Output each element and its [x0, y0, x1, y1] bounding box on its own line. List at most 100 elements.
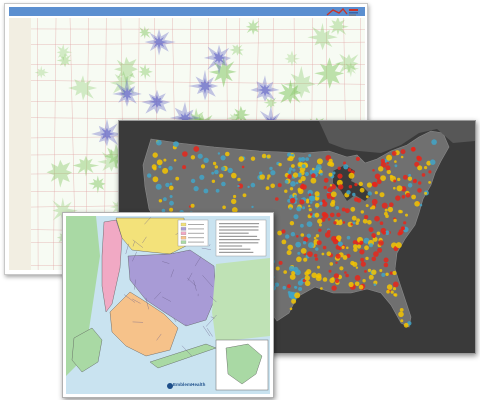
heat-point [338, 239, 341, 242]
heat-point [401, 195, 406, 199]
heat-zone [256, 84, 273, 97]
heat-point [335, 279, 340, 283]
heat-point [424, 166, 428, 170]
heat-zone [88, 175, 106, 194]
district-boundary [132, 251, 137, 262]
heat-point [291, 164, 295, 168]
district-boundary [142, 236, 147, 244]
heat-zone [68, 75, 98, 101]
heat-point [333, 273, 340, 279]
heat-point [237, 183, 244, 189]
heat-point [354, 183, 358, 187]
legend-swatch-label-mark [188, 232, 204, 234]
heat-point [417, 188, 422, 193]
heat-point [323, 185, 327, 190]
heat-zone [314, 57, 345, 89]
heat-point [335, 206, 340, 210]
heat-point [393, 186, 396, 190]
heat-point [354, 197, 359, 202]
heat-point [335, 253, 341, 259]
heat-point [222, 205, 226, 210]
heat-point [383, 262, 389, 268]
heat-zone [148, 95, 164, 108]
heat-point [282, 285, 287, 290]
nyc-inset-island [225, 343, 263, 385]
heat-point [156, 159, 163, 166]
heat-point [424, 191, 428, 195]
heat-point [339, 266, 344, 271]
heat-point [343, 164, 349, 170]
heat-point [295, 181, 299, 185]
heat-point [298, 159, 302, 163]
heat-point [426, 160, 432, 166]
legend-row-mark [219, 223, 260, 225]
heat-point [358, 181, 363, 187]
district-boundary [206, 328, 213, 337]
heat-point [364, 245, 369, 251]
legend-row-mark [219, 251, 254, 253]
heat-point [304, 271, 309, 276]
district-boundary [181, 345, 193, 357]
heat-point [233, 194, 237, 199]
heat-point [394, 164, 398, 168]
heat-point [428, 170, 432, 174]
heat-point [414, 161, 420, 167]
heat-point [346, 246, 349, 250]
heat-point [225, 151, 230, 157]
heat-point [301, 164, 306, 169]
heat-zone [307, 22, 338, 51]
heat-zone [114, 56, 138, 87]
heat-point [309, 213, 313, 216]
heat-point [247, 185, 250, 189]
heat-point [362, 279, 366, 283]
heat-point [337, 173, 343, 179]
heat-point [190, 203, 195, 208]
heat-point [354, 275, 361, 281]
heat-point [169, 200, 174, 206]
heat-point [294, 292, 301, 299]
heat-point [299, 184, 305, 190]
heat-point [351, 215, 357, 221]
heat-point [261, 153, 267, 159]
heat-point [376, 231, 381, 236]
heat-point [348, 185, 353, 189]
district-boundary [209, 296, 217, 303]
heat-point [331, 277, 335, 281]
heat-point [414, 201, 420, 207]
heat-point [291, 298, 297, 304]
nyc-manhattan [101, 219, 123, 313]
heat-point [308, 242, 314, 249]
heat-point [338, 247, 342, 251]
heat-point [281, 229, 286, 234]
heat-point [397, 177, 401, 182]
heat-point [379, 269, 383, 272]
district-boundary [132, 239, 144, 248]
heat-point [367, 268, 372, 273]
heat-point [400, 149, 406, 155]
heat-point [259, 171, 263, 175]
heat-point [355, 266, 359, 269]
us-heat-map-card [118, 120, 476, 354]
heat-point [389, 271, 394, 275]
heat-point [327, 217, 331, 221]
heat-point [304, 280, 311, 287]
heat-point [400, 319, 404, 323]
heat-point [237, 184, 240, 188]
heat-point [302, 278, 306, 283]
lake-shore-strip [9, 18, 31, 270]
heat-point [356, 218, 360, 223]
heat-point [418, 181, 422, 185]
heat-point [342, 255, 348, 260]
heat-point [395, 242, 402, 249]
heat-point [377, 247, 383, 253]
heat-point [378, 240, 384, 246]
district-boundary [162, 261, 170, 264]
heat-zone [229, 44, 244, 56]
heat-point [365, 204, 369, 208]
heat-point [358, 284, 364, 290]
district-boundary [202, 325, 211, 337]
heat-point [408, 173, 411, 177]
heat-point [278, 162, 282, 167]
heat-point [376, 179, 382, 185]
heat-zone [97, 148, 123, 172]
